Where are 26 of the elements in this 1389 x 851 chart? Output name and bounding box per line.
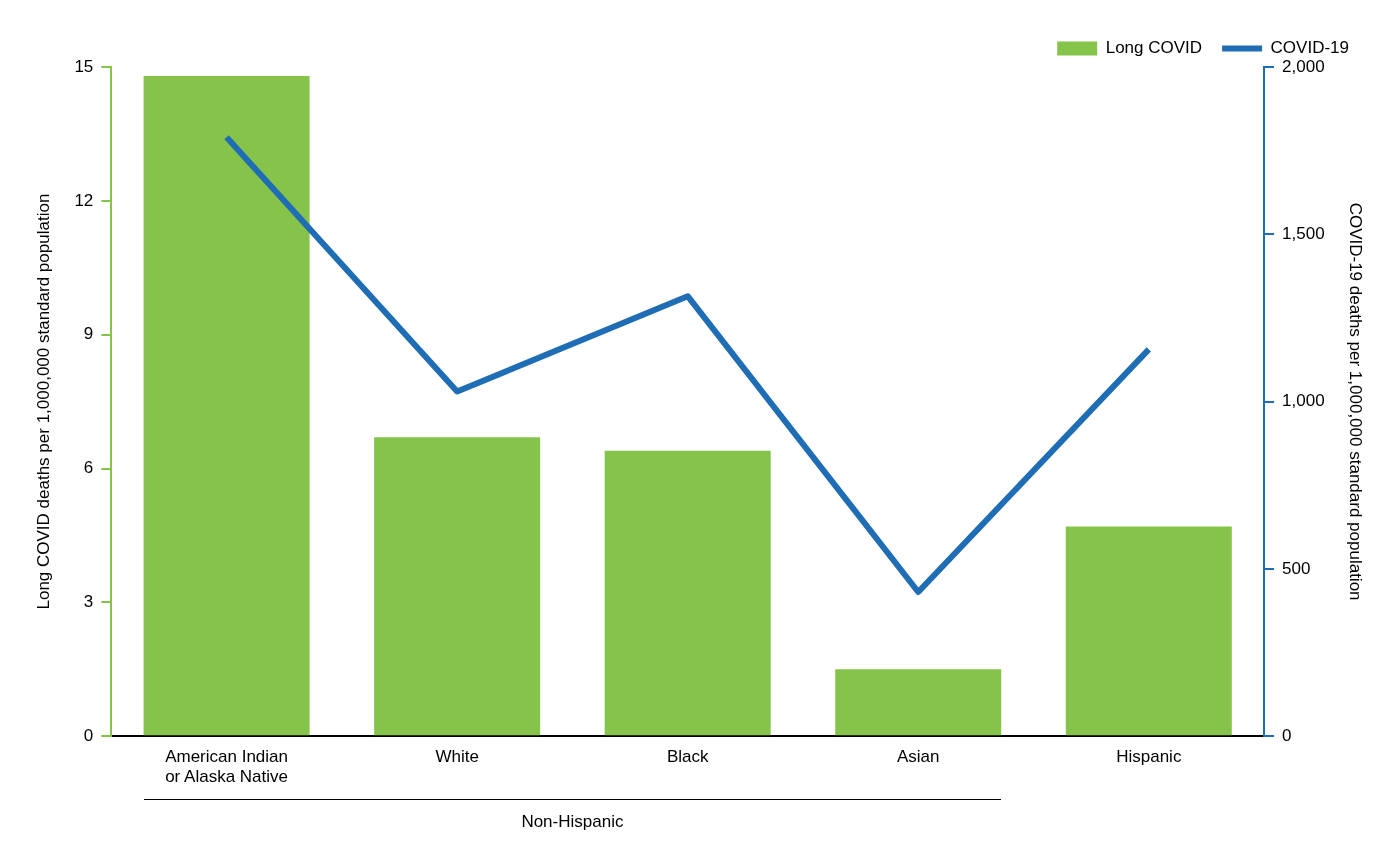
y2-tick-label: 1,000 [1282, 391, 1325, 411]
y-tick-label: 3 [83, 592, 94, 612]
y-tick-label: 6 [83, 458, 94, 478]
bar [143, 75, 310, 736]
bar [374, 437, 541, 736]
y2-tick-label: 0 [1282, 725, 1292, 745]
legend-label: Long COVID [1105, 38, 1203, 58]
x-tick-label: White [435, 747, 479, 767]
y-tick-label: 9 [83, 324, 94, 344]
bar [604, 450, 771, 736]
x-tick-label: Asian [896, 747, 940, 767]
y-tick-label: 0 [83, 725, 94, 745]
x-tick-label: Black [666, 747, 709, 767]
y-tick-label: 15 [74, 56, 94, 76]
y-axis-title: Long COVID deaths per 1,000,000 standard population [33, 193, 53, 610]
y-tick-label: 12 [74, 190, 94, 210]
y2-tick-label: 500 [1282, 558, 1311, 578]
bar [1065, 526, 1232, 736]
x-tick-label: American Indian or Alaska Native [165, 747, 289, 787]
y2-tick-label: 1,500 [1282, 223, 1325, 243]
legend-label: COVID-19 [1270, 38, 1350, 58]
bar [835, 669, 1002, 736]
x-tick-label: Hispanic [1116, 747, 1182, 767]
y2-axis-title: COVID-19 deaths per 1,000,000 standard population [1346, 202, 1366, 601]
y2-tick-label: 2,000 [1282, 56, 1325, 76]
text: Non-Hispanic [521, 812, 624, 833]
